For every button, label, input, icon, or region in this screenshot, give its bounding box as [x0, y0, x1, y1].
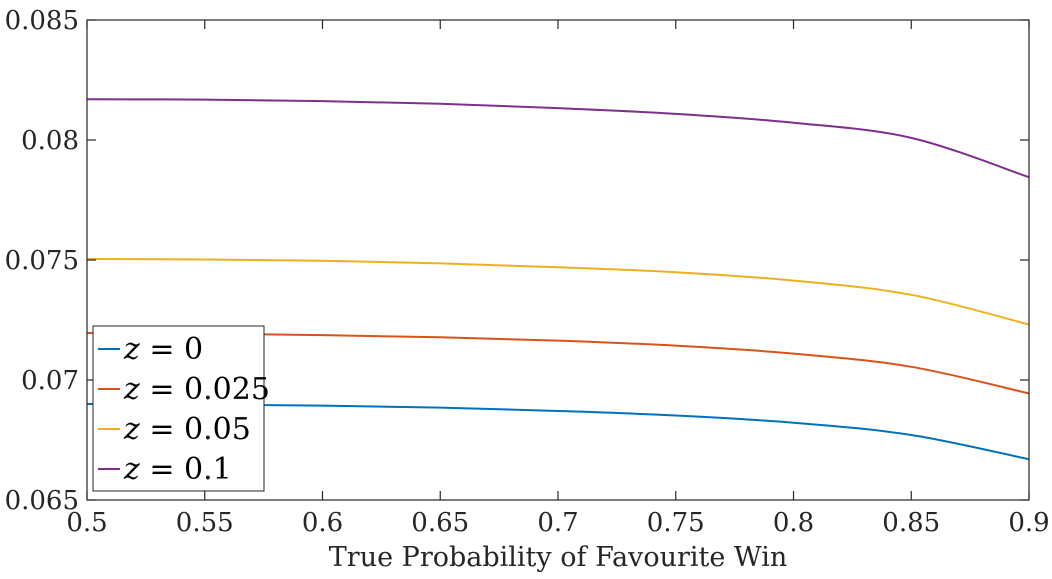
legend: z = 0 z = 0.025 z = 0.05 z = 0.1 [92, 325, 270, 492]
x-tick-label: 0.5 [66, 508, 107, 538]
legend-label-2: z = 0.05 [123, 412, 251, 447]
x-tick-label: 0.55 [176, 508, 234, 538]
legend-label-3: z = 0.1 [123, 452, 232, 487]
legend-label-1: z = 0.025 [123, 372, 270, 407]
series-line-2 [86, 258, 1030, 326]
x-tick-label: 0.85 [882, 508, 940, 538]
x-axis-label: True Probability of Favourite Win [329, 542, 787, 573]
y-tick-label: 0.075 [5, 246, 79, 276]
y-tick-label: 0.07 [21, 366, 79, 396]
y-tick-labels: 0.065 0.07 0.075 0.08 0.085 [5, 6, 79, 516]
x-tick-label: 0.6 [302, 508, 343, 538]
x-tick-label: 0.9 [1008, 508, 1049, 538]
y-tick-label: 0.08 [21, 126, 79, 156]
series-line-3 [86, 98, 1030, 179]
x-tick-labels: 0.5 0.55 0.6 0.65 0.7 0.75 0.8 0.85 0.9 [66, 508, 1049, 538]
legend-label-0: z = 0 [123, 332, 203, 367]
x-tick-label: 0.8 [773, 508, 814, 538]
x-tick-label: 0.7 [537, 508, 578, 538]
y-tick-label: 0.085 [5, 6, 79, 36]
legend-box [92, 325, 265, 492]
y-tick-label: 0.065 [5, 486, 79, 516]
tick-marks [86, 19, 1030, 501]
x-tick-label: 0.65 [411, 508, 469, 538]
x-tick-label: 0.75 [647, 508, 705, 538]
